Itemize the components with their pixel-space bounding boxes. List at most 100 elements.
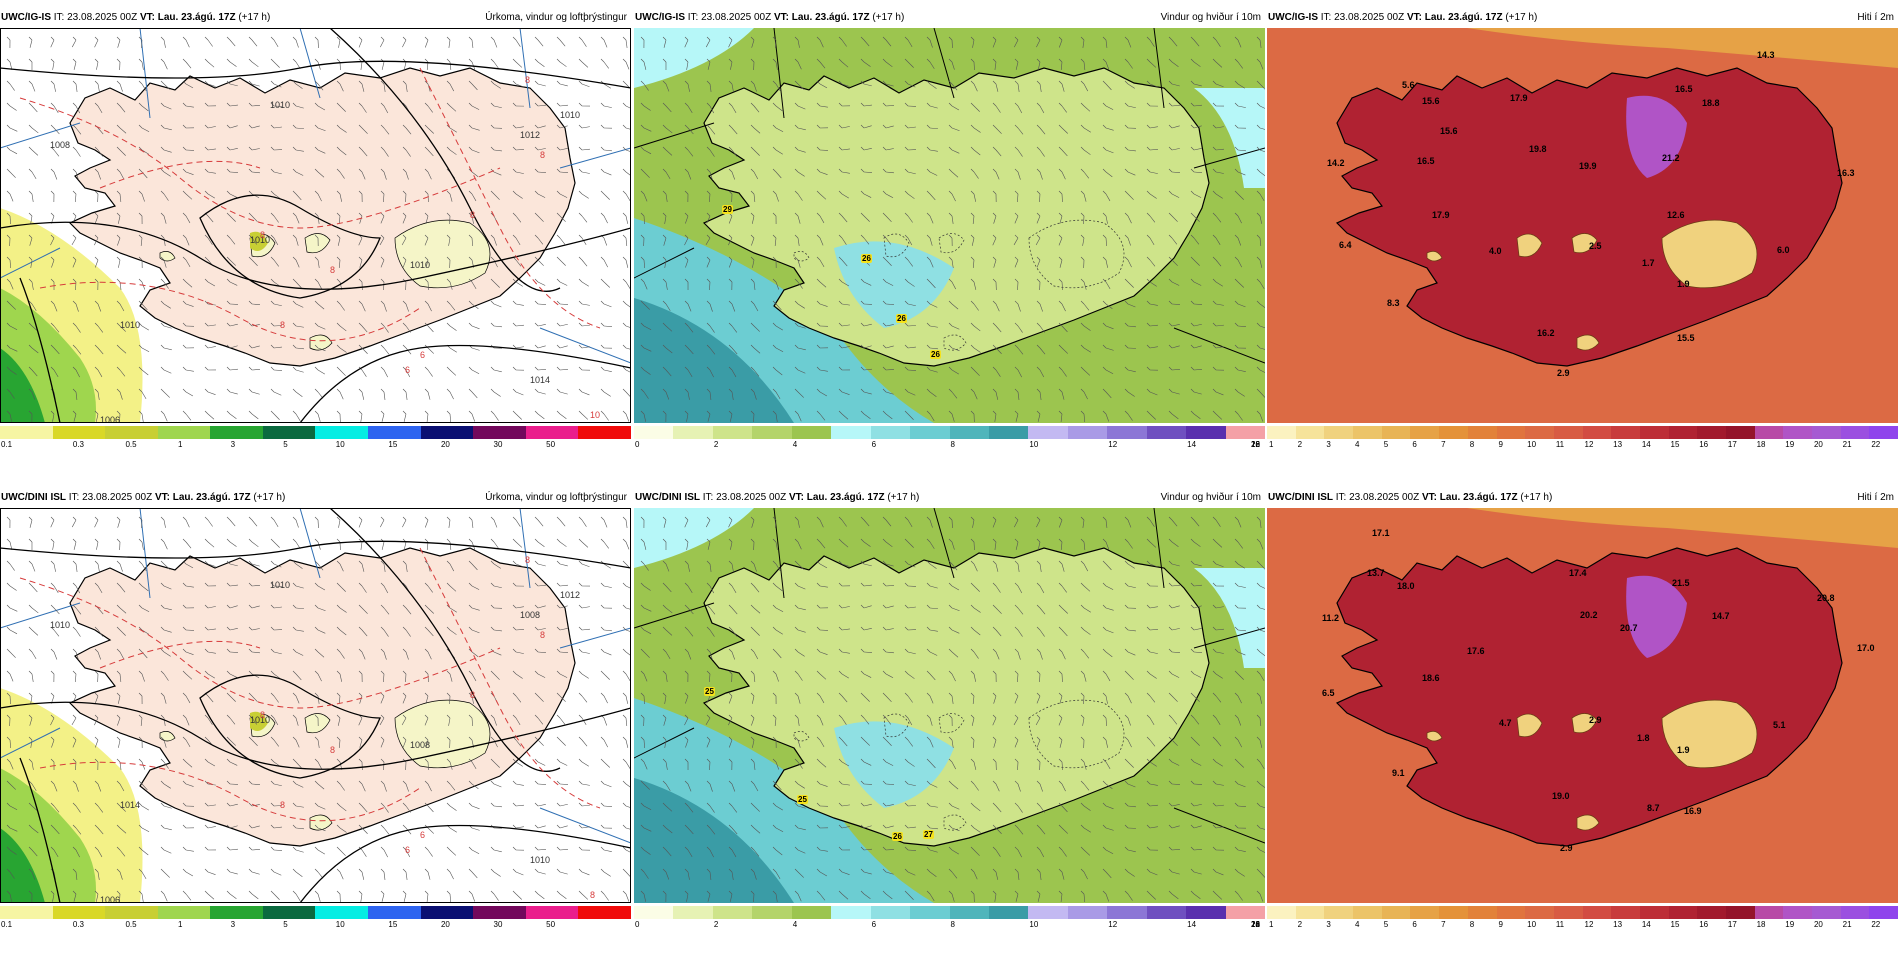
colorbar-tick-label: 20	[441, 440, 450, 449]
colorbar-tick-label: 8	[1470, 440, 1474, 449]
colorbar-tick-label: 2	[714, 440, 718, 449]
colorbar-swatch	[158, 906, 211, 919]
init-time: 23.08.2025 00Z	[82, 492, 152, 503]
panel-header-left: UWC/IG-IS IT: 23.08.2025 00Z VT: Lau. 23…	[1268, 10, 1537, 26]
isotherm-label: 6	[420, 830, 425, 840]
wind-max-label: 26	[896, 314, 907, 323]
colorbar-tick-label: 17	[1728, 440, 1737, 449]
colorbar-swatch	[263, 426, 316, 439]
colorbar-swatch	[871, 426, 910, 439]
colorbar-tick-label: 10	[1527, 920, 1536, 929]
colorbar-swatch	[950, 426, 989, 439]
isobar-label: 1008	[520, 610, 540, 620]
lead-time: (+17 h)	[1505, 12, 1537, 23]
colorbar-swatch	[1226, 906, 1265, 919]
colorbar	[0, 906, 631, 919]
colorbar-tick-label: 5	[283, 920, 287, 929]
colorbar-tick-label: 11	[1556, 920, 1564, 929]
colorbar-tick-label: 6	[872, 440, 876, 449]
colorbar-tick-label: 5	[1384, 920, 1388, 929]
temp-value-label: 5.6	[1402, 80, 1415, 90]
init-time-label: IT:	[688, 12, 699, 23]
colorbar-swatch	[1783, 426, 1812, 439]
colorbar-swatch	[315, 426, 368, 439]
colorbar-swatch	[792, 906, 831, 919]
isobar-label: 1010	[270, 100, 290, 110]
temp-value-label: 14.2	[1327, 158, 1345, 168]
colorbar-swatch	[1468, 906, 1497, 919]
colorbar-tick-label: 2	[1298, 440, 1302, 449]
temp-value-label: 20.8	[1817, 593, 1835, 603]
init-time: 23.08.2025 00Z	[716, 492, 786, 503]
temp-value-label: 16.5	[1675, 84, 1693, 94]
valid-time-label: VT:	[155, 492, 170, 503]
valid-time: Lau. 23.ágú. 17Z	[1425, 12, 1503, 23]
isobar-label: 1010	[50, 620, 70, 630]
map-canvas: 1010101010121008101010101014101010068888…	[0, 28, 631, 423]
valid-time-label: VT:	[1422, 492, 1437, 503]
colorbar-swatch	[421, 906, 474, 919]
colorbar	[0, 426, 631, 439]
colorbar-tick-label: 22	[1251, 440, 1260, 449]
colorbar	[1267, 426, 1898, 439]
colorbar-swatch	[1353, 426, 1382, 439]
colorbar-tick-label: 15	[1671, 920, 1680, 929]
valid-time-label: VT:	[1407, 12, 1422, 23]
colorbar-tick-label: 10	[1527, 440, 1536, 449]
model-name: UWC/DINI ISL	[1268, 492, 1333, 503]
model-name: UWC/IG-IS	[1, 12, 51, 23]
colorbar-swatch	[421, 426, 474, 439]
temp-value-label: 17.9	[1432, 210, 1450, 220]
colorbar-tick-label: 11	[1556, 440, 1564, 449]
wind-max-label: 25	[797, 795, 808, 804]
colorbar-swatch	[1353, 906, 1382, 919]
temp-value-label: 2.5	[1589, 241, 1602, 251]
colorbar-swatch	[1755, 426, 1784, 439]
colorbar-tick-label: 5	[283, 440, 287, 449]
colorbar-swatch	[53, 906, 106, 919]
colorbar-swatch	[1841, 426, 1870, 439]
temp-value-label: 17.4	[1569, 568, 1587, 578]
colorbar-swatch	[1783, 906, 1812, 919]
colorbar-tick-label: 20	[441, 920, 450, 929]
colorbar-tick-label: 30	[494, 920, 503, 929]
panel-header-left: UWC/IG-IS IT: 23.08.2025 00Z VT: Lau. 23…	[1, 10, 270, 26]
temp-value-label: 16.3	[1837, 168, 1855, 178]
temp-value-label: 8.3	[1387, 298, 1400, 308]
temp-value-label: 19.8	[1529, 144, 1547, 154]
temp-value-label: 20.2	[1580, 610, 1598, 620]
valid-time: Lau. 23.ágú. 17Z	[1440, 492, 1518, 503]
valid-time-label: VT:	[789, 492, 804, 503]
panel-header: UWC/IG-IS IT: 23.08.2025 00Z VT: Lau. 23…	[0, 10, 631, 26]
colorbar-tick-label: 50	[546, 920, 555, 929]
colorbar-swatch	[910, 426, 949, 439]
temp-value-label: 5.1	[1773, 720, 1786, 730]
colorbar-swatch	[1869, 426, 1898, 439]
panel-header: UWC/IG-IS IT: 23.08.2025 00Z VT: Lau. 23…	[1267, 10, 1898, 26]
colorbar-tick-label: 4	[1355, 440, 1359, 449]
lead-time: (+17 h)	[238, 12, 270, 23]
colorbar-tick-label: 1	[1269, 440, 1273, 449]
colorbar-swatch	[1583, 906, 1612, 919]
colorbar-tick-label: 12	[1585, 920, 1594, 929]
colorbar-swatch	[0, 906, 53, 919]
colorbar-tick-label: 0.3	[73, 440, 84, 449]
colorbar-tick-label: 0.1	[1, 440, 12, 449]
colorbar-swatch	[1068, 426, 1107, 439]
init-time-label: IT:	[54, 12, 65, 23]
temp-value-label: 1.9	[1677, 745, 1690, 755]
model-name: UWC/DINI ISL	[1, 492, 66, 503]
temp-value-label: 2.9	[1560, 843, 1573, 853]
temp-value-label: 18.0	[1397, 581, 1415, 591]
isobar-label: 1010	[560, 110, 580, 120]
colorbar-swatch	[1028, 906, 1067, 919]
valid-time: Lau. 23.ágú. 17Z	[807, 492, 885, 503]
temp-value-label: 9.1	[1392, 768, 1405, 778]
colorbar-swatch	[1186, 426, 1225, 439]
colorbar-swatch	[1669, 426, 1698, 439]
